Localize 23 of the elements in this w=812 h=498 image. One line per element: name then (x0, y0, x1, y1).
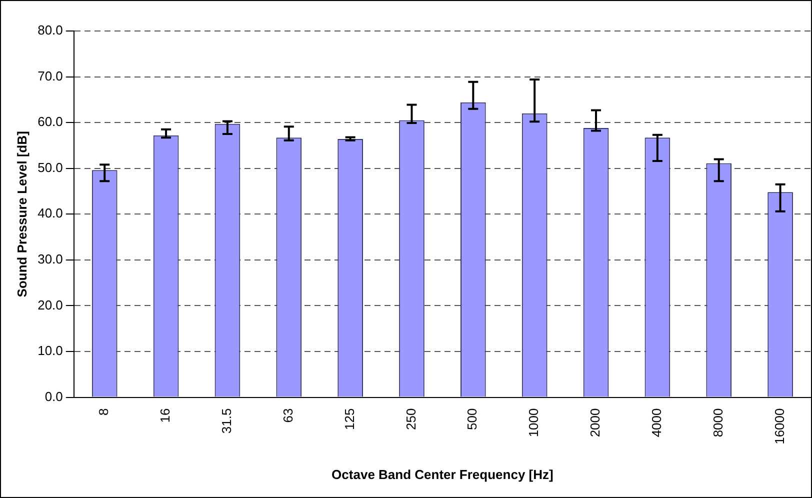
x-tick-label: 1000 (526, 408, 542, 438)
y-tick-label: 80.0 (38, 22, 63, 38)
x-axis-title: Octave Band Center Frequency [Hz] (332, 466, 554, 482)
x-tick-label: 2000 (588, 408, 603, 438)
x-tick-label: 8 (96, 408, 112, 416)
y-tick-label: 0.0 (44, 388, 63, 404)
x-tick-label: 4000 (649, 408, 664, 438)
x-tick-label: 125 (342, 408, 357, 430)
x-tick-label: 500 (464, 408, 480, 430)
y-tick-label: 60.0 (38, 114, 63, 130)
y-tick-label: 20.0 (38, 297, 63, 312)
y-tick-label: 30.0 (38, 251, 63, 266)
y-axis-title: Sound Pressure Level [dB] (14, 131, 30, 298)
x-tick-label: 250 (403, 408, 418, 430)
x-tick-label: 8000 (710, 408, 726, 438)
y-tick-label: 10.0 (38, 343, 63, 358)
y-tick-label: 70.0 (38, 68, 63, 84)
x-tick-label: 63 (280, 408, 296, 423)
y-tick-label: 50.0 (38, 160, 63, 175)
y-tick-label: 40.0 (38, 206, 63, 221)
x-tick-label: 31.5 (219, 408, 234, 434)
x-tick-label: 16 (158, 408, 173, 423)
x-tick-label: 16000 (772, 408, 787, 444)
